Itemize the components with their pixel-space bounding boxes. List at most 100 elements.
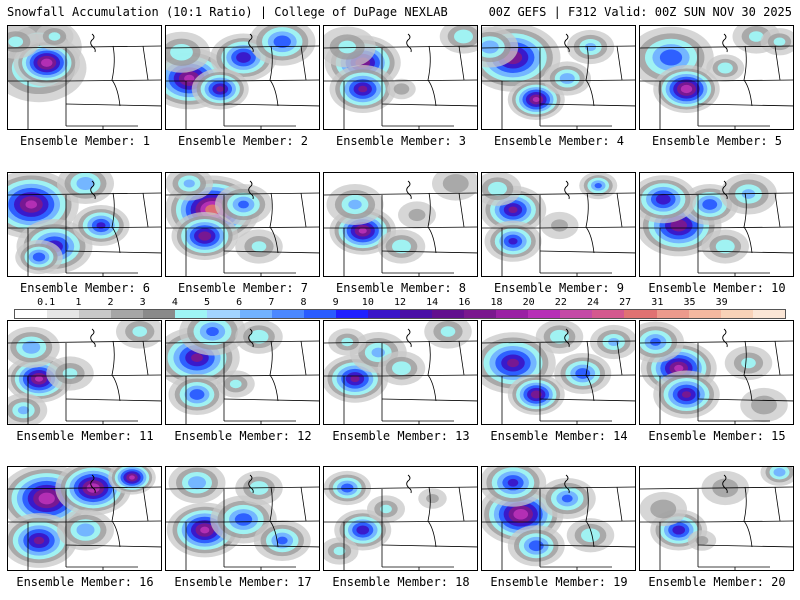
snowfall-contour [341,483,354,493]
snowfall-contour [358,85,368,93]
snowfall-contour [206,326,219,337]
state-boundary [65,226,161,229]
ensemble-map-panel [481,466,636,571]
snowfall-contour [672,525,686,535]
colorbar-swatch [79,310,112,318]
state-boundary [482,486,635,490]
state-boundary [324,340,477,344]
snowfall-contour [559,73,575,84]
ensemble-map-panel [481,25,636,130]
river-line [406,474,412,494]
ensemble-map-panel [165,172,320,277]
state-boundary [458,192,465,228]
river-line [406,328,412,348]
state-boundary [458,486,465,522]
state-boundary [743,486,753,548]
state-boundary [381,250,477,254]
state-boundary [111,486,121,548]
colorbar-tick-label: 16 [458,297,471,308]
snowfall-contour [348,199,362,210]
ensemble-member-label: Ensemble Member: 13 [332,429,470,443]
state-boundary [616,340,623,376]
ensemble-member-label: Ensemble Member: 11 [16,429,154,443]
snowfall-contour [528,540,544,552]
ensemble-member-label: Ensemble Member: 19 [490,575,628,589]
ensemble-map-panel [639,466,794,571]
snowfall-contour [608,337,620,347]
snowfall-contour [188,476,206,490]
snowfall-contour [695,535,709,546]
snowfall-map [482,26,635,129]
ensemble-map-panel [323,320,478,425]
snowfall-contour [251,241,267,252]
state-boundary [8,192,161,196]
colorbar-tick-label: 20 [522,297,535,308]
state-boundary [585,340,595,402]
snowfall-contour [426,493,439,504]
colorbar-swatch [528,310,561,318]
snowfall-map [324,321,477,424]
state-boundary [697,520,793,523]
river-line [564,33,570,53]
state-boundary [111,340,121,402]
snowfall-contour [715,239,735,254]
river-line [248,328,254,348]
state-boundary [223,79,319,82]
ensemble-member-label: Ensemble Member: 20 [648,575,786,589]
state-boundary [743,340,753,402]
snowfall-contour [234,513,253,526]
state-boundary [269,486,279,548]
ensemble-map-panel [323,466,478,571]
snowfall-contour [338,40,357,54]
snowfall-contour [650,338,661,346]
snowfall-contour [442,174,469,193]
state-boundary [166,340,319,344]
snowfall-contour [393,83,410,95]
snowfall-contour [741,357,756,369]
snowfall-contour [41,58,53,67]
snowfall-contour [200,526,210,534]
snowfall-contour [32,252,46,262]
snowfall-contour [594,182,602,189]
ensemble-map-panel [323,172,478,277]
snowfall-contour [33,536,45,545]
colorbar-swatch [656,310,689,318]
snowfall-contour [454,29,473,44]
snowfall-contour [132,326,148,337]
state-boundary [482,192,635,196]
snowfall-contour [34,375,44,382]
colorbar-tick-label: 8 [300,297,307,308]
snowfall-map [640,173,793,276]
state-boundary [539,374,635,377]
colorbar-swatch [688,310,721,318]
state-boundary [482,340,635,344]
colorbar-tick-label: 5 [203,297,211,308]
river-line [406,180,412,200]
state-boundary [142,340,149,376]
colorbar-swatch [399,310,433,318]
state-boundary [8,340,161,344]
ensemble-map-panel [481,320,636,425]
ensemble-map-panel [7,466,162,571]
ensemble-map-panel [7,320,162,425]
colorbar-tick-label: 1 [75,297,82,308]
ensemble-map-panel [7,172,162,277]
state-boundary [697,398,793,402]
snowfall-contour [659,49,683,66]
ensemble-member-label: Ensemble Member: 10 [648,281,786,295]
state-boundary [458,340,465,376]
model-run-info: 00Z GEFS | F312 Valid: 00Z SUN NOV 30 20… [488,5,792,19]
ensemble-map-panel [7,25,162,130]
snowfall-contour [513,508,529,520]
state-boundary [697,544,793,548]
river-line [564,180,570,200]
colorbar-tick-label: 35 [683,297,696,308]
colorbar-tick-label: 2 [107,297,114,308]
colorbar-swatch [111,310,144,318]
colorbar-swatch [720,310,753,318]
state-boundary [381,398,477,402]
state-boundary [324,45,477,49]
state-boundary [65,79,161,82]
state-boundary [640,45,793,49]
snowfall-map [324,26,477,129]
